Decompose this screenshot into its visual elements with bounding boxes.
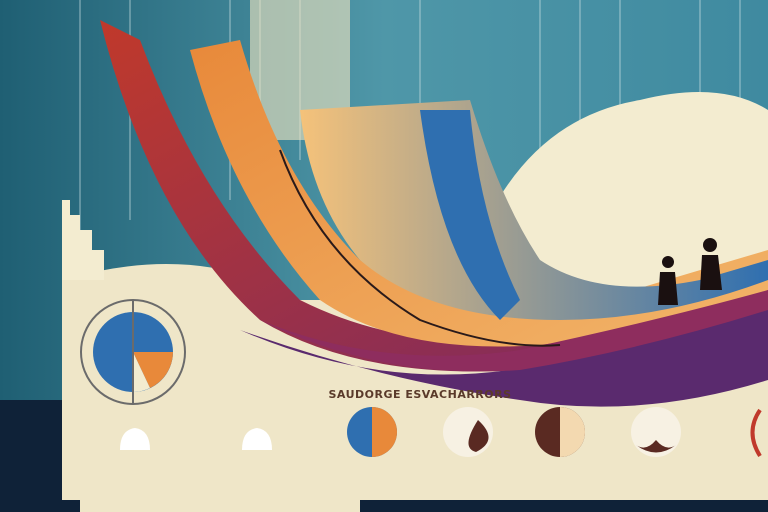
gauge [80, 299, 186, 405]
icons [120, 407, 762, 458]
light-panel [250, 0, 350, 140]
cream-glow [470, 92, 768, 300]
flowing-waves [100, 20, 768, 407]
panel-base [80, 500, 360, 512]
stairs [62, 200, 104, 280]
figures [658, 238, 722, 305]
heading: SAUDORGE ESVACHARRORS [328, 388, 511, 401]
